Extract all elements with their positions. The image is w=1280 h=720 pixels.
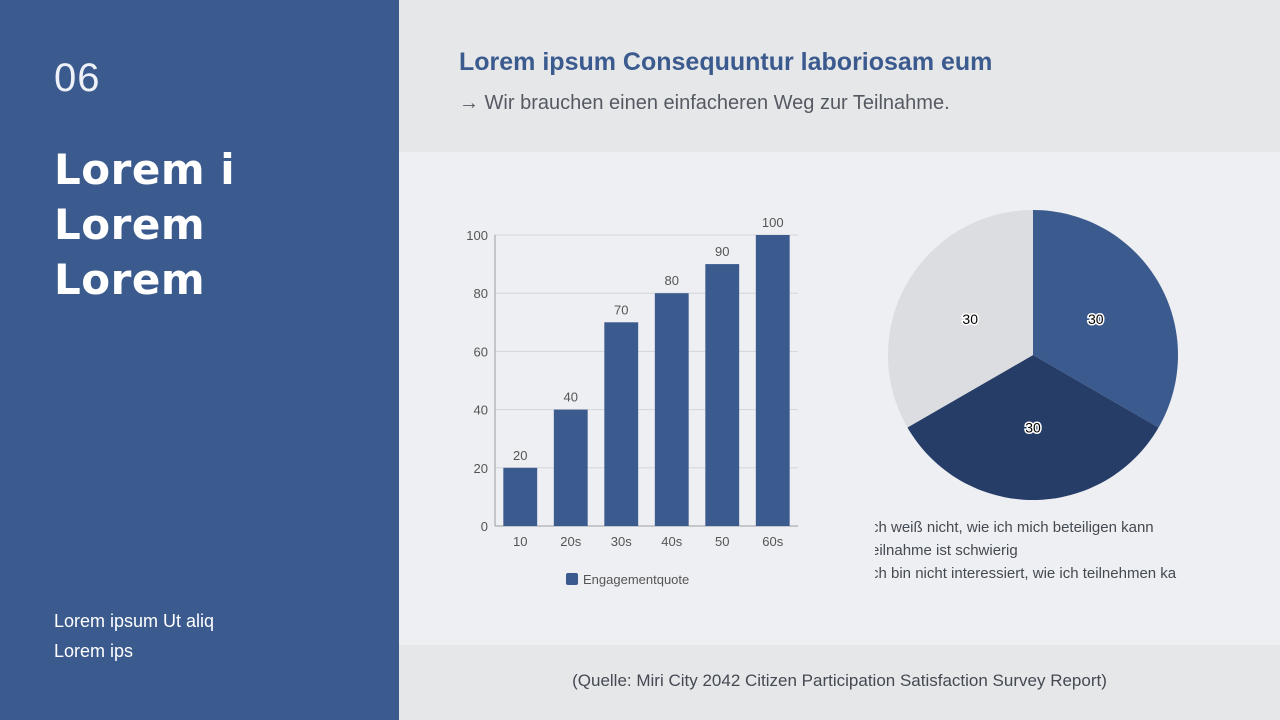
footer: (Quelle: Miri City 2042 Citizen Particip… bbox=[399, 645, 1280, 720]
bar-value-label: 70 bbox=[614, 302, 628, 317]
sidebar-footer-line: Lorem ips bbox=[54, 641, 134, 661]
slide-number: 06 bbox=[54, 56, 101, 100]
pie-slice bbox=[888, 210, 1033, 428]
pie-slice-label: 30 bbox=[1025, 420, 1041, 436]
bar-chart: 0 20 40 60 80 100 20 10 40 20s 70 30s 80 40s 90 50 100 60… bbox=[466, 215, 798, 587]
pie-slice-label: 30 bbox=[962, 311, 978, 327]
bar-value-label: 80 bbox=[665, 273, 679, 288]
pie-legend-item: ch bin nicht interessiert, wie ich teiln… bbox=[875, 565, 1177, 582]
pie-slice-label: 30 bbox=[1088, 311, 1104, 327]
x-tick-label: 60s bbox=[762, 534, 783, 549]
y-tick-label: 40 bbox=[474, 403, 488, 418]
x-tick-label: 30s bbox=[611, 534, 632, 549]
bar-value-label: 40 bbox=[564, 390, 578, 405]
sidebar-footer-line: Lorem ipsum Ut aliq bbox=[54, 611, 215, 631]
bar bbox=[553, 409, 588, 526]
pie-chart: 30 30 30 bbox=[888, 210, 1178, 500]
x-tick-label: 10 bbox=[513, 534, 527, 549]
legend-swatch bbox=[566, 573, 578, 585]
bar bbox=[755, 235, 790, 526]
bar bbox=[654, 293, 689, 526]
header: Lorem ipsum Consequuntur laboriosam eum … bbox=[399, 0, 1280, 152]
bar bbox=[503, 467, 538, 526]
pie-legend: ch weiß nicht, wie ich mich beteiligen k… bbox=[875, 516, 1190, 585]
pie-slice bbox=[907, 355, 1159, 500]
y-tick-label: 20 bbox=[474, 461, 488, 476]
bar-value-label: 100 bbox=[762, 215, 784, 230]
bar-value-label: 20 bbox=[513, 448, 527, 463]
legend-label: Engagementquote bbox=[583, 572, 689, 587]
pie-legend-item: eilnahme ist schwierig bbox=[875, 542, 1018, 559]
page-title: Lorem ipsum Consequuntur laboriosam eum bbox=[459, 48, 993, 76]
pie-legend-item: ch weiß nicht, wie ich mich beteiligen k… bbox=[875, 519, 1154, 536]
bar-value-label: 90 bbox=[715, 244, 729, 259]
source-note: (Quelle: Miri City 2042 Citizen Particip… bbox=[572, 671, 1107, 690]
y-tick-label: 0 bbox=[481, 519, 488, 534]
x-tick-label: 20s bbox=[560, 534, 581, 549]
slide-title-line: Lorem bbox=[54, 255, 206, 304]
slide-title: Lorem i Lorem Lorem bbox=[54, 142, 384, 307]
y-tick-label: 60 bbox=[474, 344, 488, 359]
bar bbox=[705, 264, 740, 526]
slide-title-line: Lorem bbox=[54, 200, 206, 249]
page-subtitle: → Wir brauchen einen einfacheren Weg zur… bbox=[459, 92, 950, 114]
x-tick-label: 50 bbox=[715, 534, 729, 549]
pie-slice bbox=[1033, 210, 1178, 428]
y-tick-label: 100 bbox=[466, 228, 488, 243]
sidebar-footer: Lorem ipsum Ut aliq Lorem ips bbox=[54, 606, 214, 666]
slide-title-line: Lorem i bbox=[54, 145, 236, 194]
sidebar: 06 Lorem i Lorem Lorem Lorem ipsum Ut al… bbox=[0, 0, 399, 720]
y-tick-label: 80 bbox=[474, 286, 488, 301]
bar bbox=[604, 322, 639, 526]
x-tick-label: 40s bbox=[661, 534, 682, 549]
